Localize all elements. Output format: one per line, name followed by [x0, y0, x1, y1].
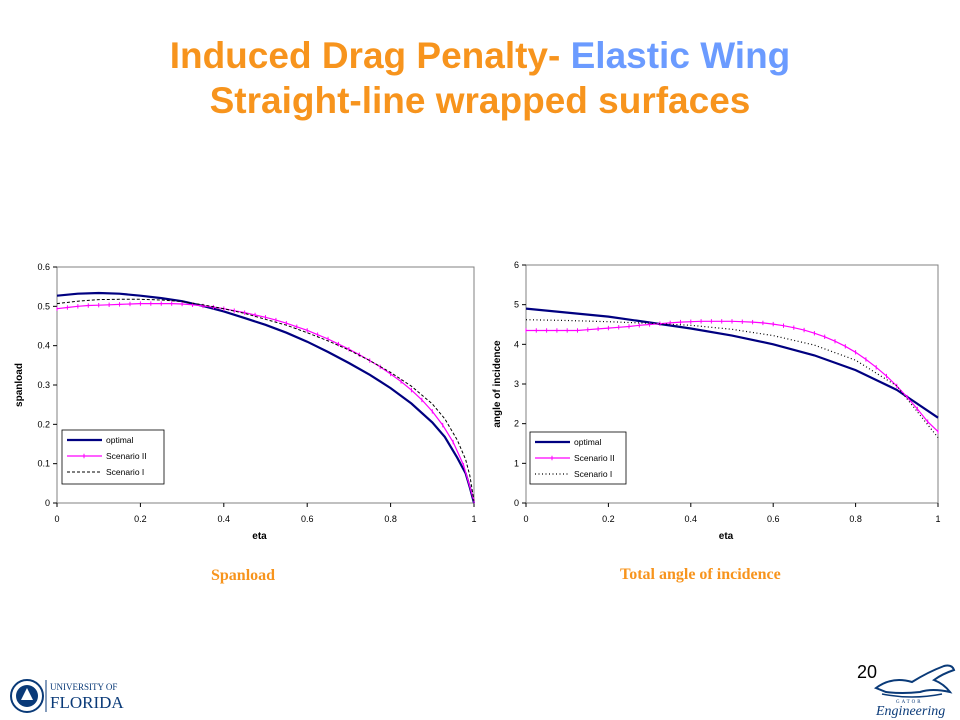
- angle-y-tick-label: 3: [514, 379, 519, 389]
- spanload-series-line-scenario-i: [57, 298, 475, 502]
- angle-y-tick-label: 0: [514, 498, 519, 508]
- angle-x-tick-label: 0.8: [849, 514, 862, 524]
- spanload-legend-label: optimal: [106, 435, 134, 445]
- spanload-y-tick-label: 0.3: [37, 380, 50, 390]
- angle-legend-label: Scenario I: [574, 469, 612, 479]
- spanload-legend-label: Scenario II: [106, 451, 147, 461]
- title-accent: Elastic Wing: [570, 35, 791, 76]
- spanload-x-tick-label: 0.4: [218, 514, 231, 524]
- gator-engineering-logo: GATOR Engineering: [873, 664, 956, 718]
- angle-y-axis-title: angle of incidence: [492, 340, 503, 428]
- gator-logo-text: Engineering: [875, 704, 945, 718]
- angle-series-line-optimal: [526, 307, 939, 419]
- angle-series-line-scenario-i: [526, 319, 939, 438]
- angle-y-tick-label: 6: [514, 260, 519, 270]
- spanload-y-tick-label: 0.4: [37, 341, 50, 351]
- spanload-y-tick-label: 0.1: [37, 459, 50, 469]
- angle-x-tick-label: 0.6: [767, 514, 780, 524]
- spanload-x-tick-label: 0.6: [301, 514, 314, 524]
- spanload-legend-label: Scenario I: [106, 467, 144, 477]
- spanload-y-axis-title: spanload: [14, 363, 25, 407]
- angle-y-tick-label: 1: [514, 458, 519, 468]
- spanload-y-tick-label: 0.6: [37, 262, 50, 272]
- spanload-x-tick-label: 0.8: [384, 514, 397, 524]
- uf-logo-line2: FLORIDA: [50, 693, 124, 712]
- angle-x-tick-label: 1: [935, 514, 940, 524]
- spanload-x-axis-title: eta: [252, 531, 267, 542]
- angle-x-tick-label: 0.4: [685, 514, 698, 524]
- caption-angle: Total angle of incidence: [620, 566, 781, 583]
- university-of-florida-logo: UNIVERSITY OF FLORIDA: [10, 679, 124, 713]
- angle-y-tick-label: 4: [514, 339, 519, 349]
- spanload-y-tick-label: 0: [45, 498, 50, 508]
- angle-x-axis-title: eta: [719, 531, 734, 542]
- spanload-y-tick-label: 0.5: [37, 301, 50, 311]
- angle-x-tick-label: 0.2: [602, 514, 615, 524]
- slide-subtitle: Straight-line wrapped surfaces: [209, 80, 751, 121]
- slide-title: Induced Drag Penalty- Elastic Wing: [0, 34, 960, 78]
- spanload-x-tick-label: 0.2: [134, 514, 147, 524]
- angle-y-tick-label: 2: [514, 419, 519, 429]
- caption-spanload: Spanload: [211, 567, 276, 584]
- angle-y-tick-label: 5: [514, 300, 519, 310]
- spanload-x-tick-label: 0: [54, 514, 59, 524]
- spanload-series-line-optimal: [57, 291, 476, 504]
- spanload-x-tick-label: 1: [471, 514, 476, 524]
- angle-legend-label: optimal: [574, 437, 602, 447]
- spanload-y-tick-label: 0.2: [37, 419, 50, 429]
- title-part1: Induced Drag Penalty-: [169, 35, 571, 76]
- angle-legend-label: Scenario II: [574, 453, 615, 463]
- uf-logo-line1: UNIVERSITY OF: [50, 682, 117, 692]
- page-number: 20: [857, 662, 878, 682]
- gator-logo-small: GATOR: [896, 700, 923, 705]
- angle-x-tick-label: 0: [523, 514, 528, 524]
